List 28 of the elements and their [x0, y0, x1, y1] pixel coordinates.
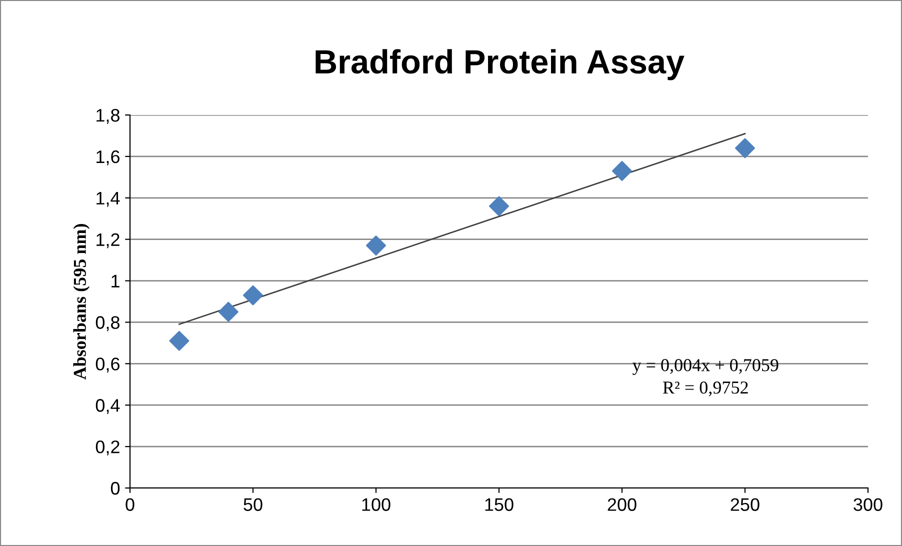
point — [218, 302, 238, 322]
y-axis-title: Absorbans (595 nm) — [73, 224, 90, 380]
y-tick-label: 1 — [112, 274, 120, 288]
annotation: y = 0,004x + 0,7059 — [632, 359, 778, 375]
point — [612, 160, 632, 181]
y-tick-label: 1,2 — [96, 233, 120, 248]
x-tick-label: 150 — [485, 498, 514, 511]
y-tick-label: 1,8 — [96, 108, 120, 124]
y-tick-label: 0,6 — [96, 358, 120, 373]
x-tick-label: 100 — [362, 498, 390, 511]
x-tick-label: 50 — [244, 498, 262, 511]
x-tick-label: 300 — [854, 498, 882, 511]
x-tick-label: 200 — [608, 498, 636, 511]
x-tick-label: 250 — [730, 498, 760, 511]
y-tick-label: 1,6 — [96, 150, 120, 166]
point — [734, 138, 756, 158]
point — [169, 330, 190, 351]
y-tick-label: 0,4 — [96, 399, 120, 414]
annotation: R² = 0,9752 — [663, 381, 748, 396]
y-tick-label: 1,4 — [96, 192, 120, 207]
y-tick-label: 0,8 — [96, 316, 120, 332]
x-tick-label: 0 — [126, 498, 134, 511]
y-tick-label: 0 — [110, 482, 120, 495]
y-tick-label: 0,2 — [96, 440, 120, 456]
point — [242, 285, 264, 306]
point — [488, 196, 510, 216]
chart-title: Bradford Protein Assay — [316, 49, 684, 80]
point — [366, 236, 386, 256]
